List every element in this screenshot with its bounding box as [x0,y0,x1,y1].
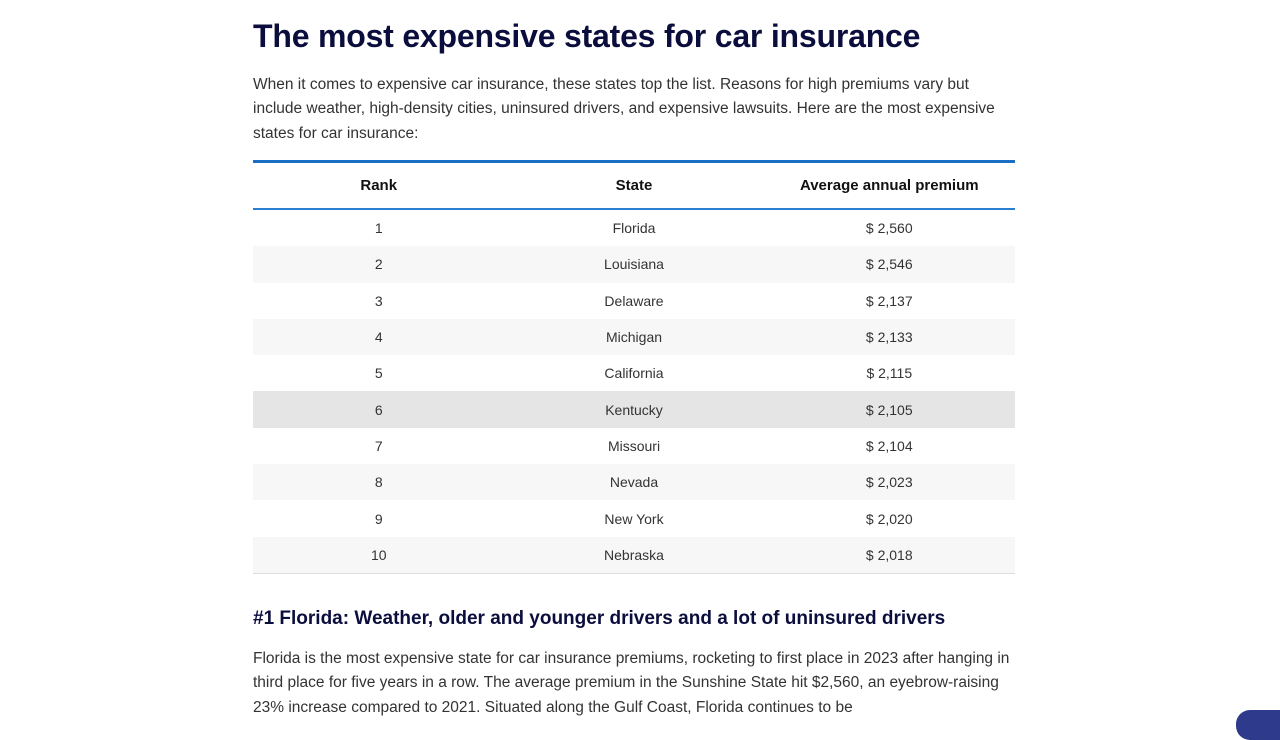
section-paragraph: Florida is the most expensive state for … [253,650,1010,716]
cell-rank: 6 [374,401,383,418]
cell-state: California [604,365,664,382]
cell-premium: $ 2,023 [865,474,913,491]
cell-rank: 8 [374,474,383,491]
cell-rank: 4 [374,329,383,346]
cell-state: Nebraska [604,546,664,563]
cell-state: Louisiana [604,256,664,273]
cell-rank: 3 [374,292,383,309]
cell-state: Michigan [605,329,663,346]
premium-table: Rank State Average annual premium 1 Flori… [253,160,1015,574]
cell-premium: $ 2,546 [865,256,913,273]
table-row: 6 Kentucky $ 2,105 [253,391,1015,428]
cell-state: Florida [612,220,656,237]
cell-rank: 7 [374,437,383,454]
cell-premium: $ 2,137 [865,292,913,309]
header-state: State [615,177,653,194]
header-premium: Average annual premium [799,177,979,194]
table-row: 3 Delaware $ 2,137 [253,283,1015,319]
cell-state: Kentucky [605,401,663,418]
cell-premium: $ 2,020 [865,510,913,527]
table-row: 5 California $ 2,115 [253,355,1015,391]
table-row: 4 Michigan $ 2,133 [253,318,1015,356]
table-row: 9 New York $ 2,020 [253,500,1015,536]
table-row: 8 Nevada $ 2,023 [253,464,1015,501]
page-title: The most expensive states for car insura… [253,18,921,54]
intro-paragraph: When it comes to expensive car insurance… [253,76,995,142]
table-row: 7 Missouri $ 2,104 [253,428,1015,464]
header-rank: Rank [360,177,398,194]
floating-action-button[interactable] [1236,710,1280,740]
cell-premium: $ 2,018 [865,546,913,563]
table-row: 2 Louisiana $ 2,546 [253,246,1015,283]
cell-rank: 5 [374,365,383,382]
cell-premium: $ 2,104 [865,437,913,454]
cell-premium: $ 2,105 [865,401,913,418]
table-row: 1 Florida $ 2,560 [253,209,1015,246]
cell-state: Missouri [607,437,661,454]
cell-premium: $ 2,560 [865,220,913,237]
cell-state: New York [604,510,664,527]
cell-rank: 9 [374,510,383,527]
cell-rank: 2 [374,256,383,273]
cell-state: Nevada [609,474,659,491]
table-row: 10 Nebraska $ 2,018 [253,536,1015,574]
section-heading: #1 Florida: Weather, older and younger d… [253,608,946,629]
cell-premium: $ 2,115 [866,365,913,382]
cell-rank: 10 [370,546,387,563]
cell-rank: 1 [374,220,383,237]
cell-premium: $ 2,133 [865,329,913,346]
cell-state: Delaware [604,292,664,309]
table-header-row: Rank State Average annual premium [253,161,1015,209]
